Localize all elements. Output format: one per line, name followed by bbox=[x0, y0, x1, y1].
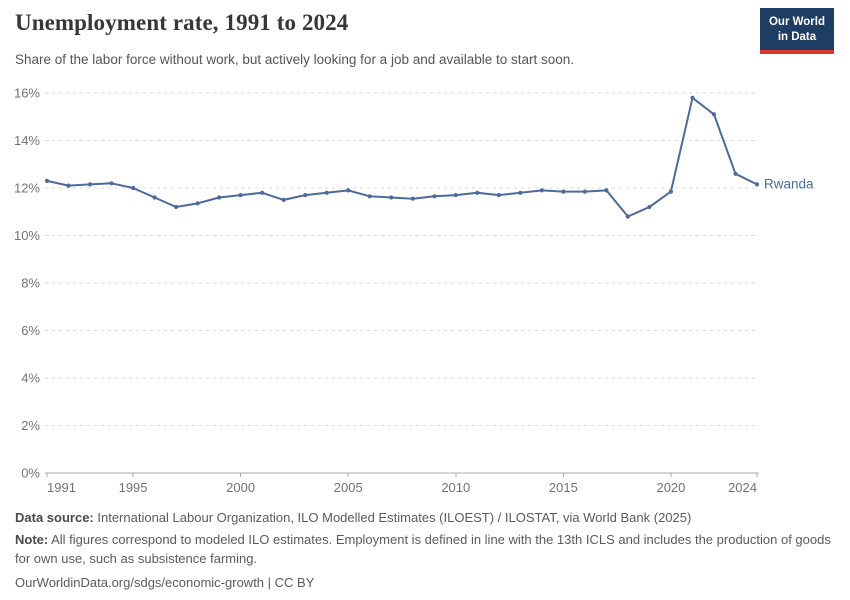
data-point bbox=[496, 193, 501, 198]
data-point bbox=[582, 189, 588, 194]
note-line: Note: All figures correspond to modeled … bbox=[15, 530, 837, 569]
chart-footer: Data source: International Labour Organi… bbox=[15, 508, 837, 594]
data-point bbox=[303, 193, 308, 198]
data-point bbox=[754, 182, 760, 187]
data-point bbox=[66, 183, 71, 188]
data-point bbox=[44, 178, 50, 183]
note-text: All figures correspond to modeled ILO es… bbox=[15, 531, 831, 567]
data-line bbox=[46, 96, 758, 218]
owid-logo: Our World in Data bbox=[759, 8, 834, 54]
data-point bbox=[238, 193, 243, 198]
line-chart: 0% 2% 4% 6% 8% 10% 12% 14% 16% 1991 1995 2000 2005 20… bbox=[14, 86, 814, 496]
data-point bbox=[625, 214, 631, 219]
data-source-label: Data source: bbox=[15, 510, 94, 525]
x-axis-label: 2000 bbox=[226, 480, 255, 495]
chart-canvas: 0% 2% 4% 6% 8% 10% 12% 14% 16% 1991 1995 2000 2005 20… bbox=[14, 86, 760, 495]
citation-link[interactable]: OurWorldinData.org/sdgs/economic-growth … bbox=[15, 574, 315, 590]
data-point bbox=[711, 112, 717, 117]
y-axis-label: 12% bbox=[14, 181, 40, 196]
x-axis-label: 2020 bbox=[656, 480, 685, 495]
y-axis-label: 16% bbox=[14, 86, 40, 101]
data-point bbox=[324, 190, 329, 195]
series-label-rwanda: Rwanda bbox=[764, 176, 814, 192]
x-axis-label: 2005 bbox=[334, 480, 363, 495]
x-axis-label: 1995 bbox=[119, 480, 148, 495]
data-point bbox=[647, 204, 652, 210]
data-point bbox=[260, 190, 265, 195]
data-point bbox=[152, 195, 157, 200]
data-point bbox=[561, 189, 566, 194]
data-point bbox=[432, 194, 437, 199]
data-point bbox=[281, 197, 286, 202]
data-point bbox=[109, 181, 114, 186]
chart-subtitle: Share of the labor force without work, b… bbox=[15, 52, 575, 67]
y-axis-label: 0% bbox=[21, 466, 40, 481]
data-point bbox=[389, 195, 394, 200]
data-point bbox=[195, 201, 200, 206]
y-axis-label: 2% bbox=[21, 418, 40, 433]
x-axis-label: 2015 bbox=[549, 480, 578, 495]
data-source-text: International Labour Organization, ILO M… bbox=[97, 510, 692, 525]
y-axis-label: 10% bbox=[14, 228, 40, 243]
data-point bbox=[87, 182, 93, 187]
data-point bbox=[539, 188, 544, 193]
data-point bbox=[410, 196, 415, 201]
data-source-line: Data source: International Labour Organi… bbox=[15, 508, 837, 528]
data-point bbox=[690, 95, 695, 100]
logo-line1: Our World bbox=[768, 16, 825, 28]
x-axis-label: 2024 bbox=[728, 480, 757, 495]
data-point bbox=[733, 171, 738, 176]
y-axis-label: 8% bbox=[21, 276, 40, 291]
y-axis-label: 4% bbox=[21, 371, 40, 386]
data-point bbox=[668, 189, 674, 194]
y-axis-label: 6% bbox=[21, 323, 40, 338]
data-point bbox=[604, 188, 609, 193]
data-point bbox=[346, 188, 351, 193]
data-point bbox=[453, 193, 458, 198]
data-point bbox=[131, 185, 136, 191]
data-point bbox=[475, 190, 480, 195]
logo-line2: in Data bbox=[777, 30, 817, 43]
data-point bbox=[174, 204, 179, 210]
data-point bbox=[367, 194, 372, 199]
data-point bbox=[217, 195, 222, 200]
x-axis-label: 1991 bbox=[47, 480, 76, 495]
page-title: Unemployment rate, 1991 to 2024 bbox=[15, 10, 349, 35]
note-label: Note: bbox=[15, 531, 49, 547]
x-axis-label: 2010 bbox=[441, 480, 470, 495]
data-point bbox=[518, 190, 523, 195]
y-axis-label: 14% bbox=[14, 133, 40, 148]
